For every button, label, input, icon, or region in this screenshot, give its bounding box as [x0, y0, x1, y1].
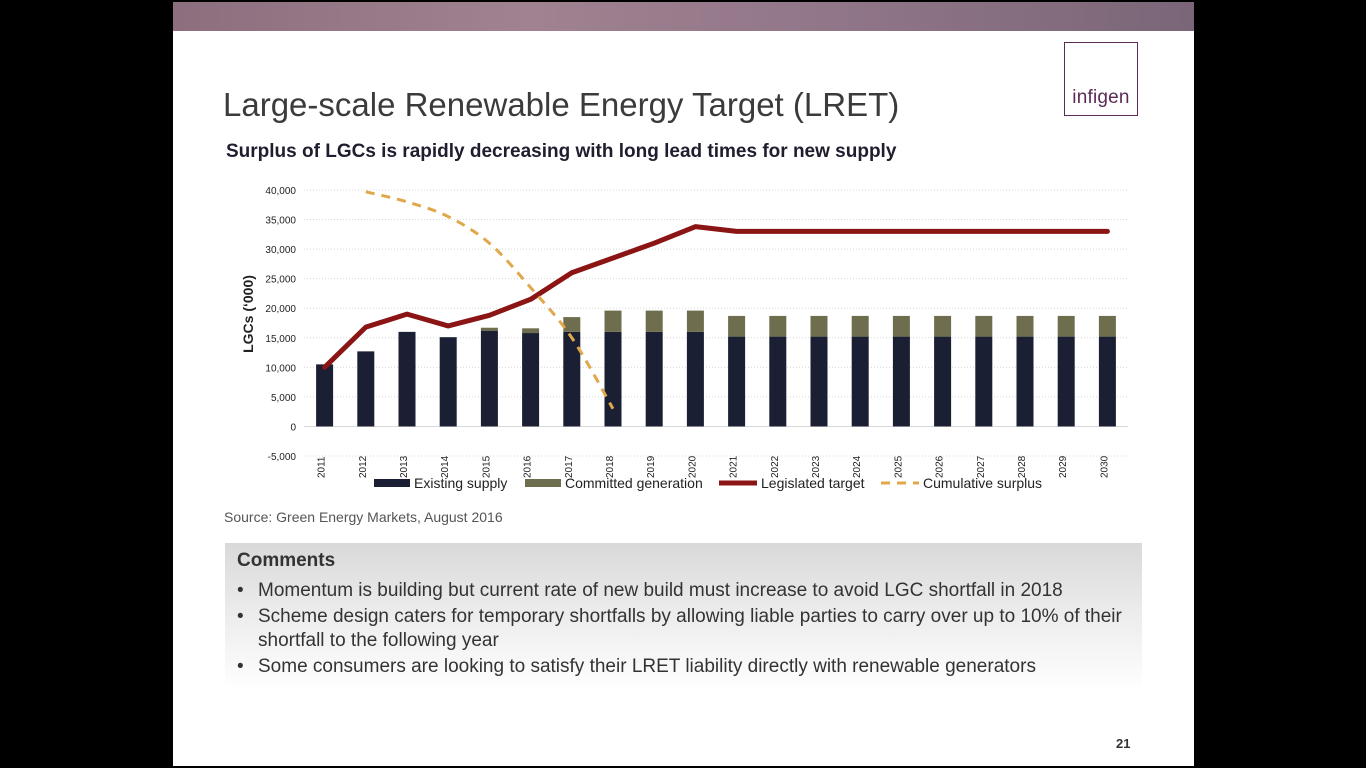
y-tick-label: 15,000	[265, 334, 296, 345]
y-tick-label: 5,000	[271, 393, 296, 404]
x-tick-label: 2025	[893, 455, 904, 478]
bar-existing-supply	[357, 351, 375, 427]
bar-existing-supply	[645, 331, 663, 427]
comment-bullet-3: Some consumers are looking to satisfy th…	[237, 655, 1137, 679]
bar-existing-supply	[975, 336, 993, 427]
bar-committed-generation	[686, 310, 704, 332]
x-tick-label: 2017	[564, 455, 575, 478]
bar-existing-supply	[851, 336, 869, 427]
bar-existing-supply	[892, 336, 910, 427]
x-tick-label: 2020	[687, 455, 698, 478]
slide: Large-scale Renewable Energy Target (LRE…	[173, 2, 1194, 766]
bar-committed-generation	[1016, 315, 1034, 337]
bar-committed-generation	[769, 315, 787, 337]
y-tick-label: 0	[290, 422, 296, 433]
y-tick-label: 10,000	[265, 363, 296, 374]
bar-committed-generation	[810, 315, 828, 337]
source-note: Source: Green Energy Markets, August 201…	[224, 509, 503, 525]
bar-existing-supply	[480, 330, 498, 427]
bar-existing-supply	[1098, 336, 1116, 427]
x-tick-label: 2023	[811, 455, 822, 478]
chart-axes: -5,000 0 5,000 10,000 15,000 20,000 25,000 30,0…	[265, 186, 1110, 478]
chart-lines	[322, 190, 1110, 410]
x-tick-label: 2027	[976, 455, 987, 478]
x-tick-label: 2013	[399, 455, 410, 478]
comment-bullet-1: Momentum is building but current rate of…	[237, 579, 1137, 603]
x-tick-label: 2029	[1058, 455, 1069, 478]
bar-existing-supply	[810, 336, 828, 427]
bar-committed-generation	[851, 315, 869, 337]
legend-committed-generation-swatch	[525, 479, 561, 487]
y-tick-label: 35,000	[265, 216, 296, 227]
bar-committed-generation	[1098, 315, 1116, 337]
x-tick-label: 2015	[481, 455, 492, 478]
bar-existing-supply	[316, 364, 334, 427]
page-title: Large-scale Renewable Energy Target (LRE…	[223, 86, 900, 123]
bar-existing-supply	[563, 331, 581, 427]
bar-committed-generation	[480, 327, 498, 331]
bar-existing-supply	[522, 333, 540, 427]
bar-existing-supply	[686, 331, 704, 427]
legend-existing-supply-swatch	[374, 479, 410, 487]
bar-existing-supply	[1016, 336, 1034, 427]
header-banner	[173, 2, 1194, 31]
bar-committed-generation	[934, 315, 952, 337]
bar-committed-generation	[604, 310, 622, 332]
bar-existing-supply	[769, 336, 787, 427]
x-tick-label: 2018	[605, 455, 616, 478]
x-tick-label: 2019	[646, 455, 657, 478]
bar-existing-supply	[1057, 336, 1075, 427]
comments-heading: Comments	[237, 550, 336, 571]
x-tick-label: 2024	[852, 455, 863, 478]
infigen-logo: infigen	[1064, 42, 1138, 116]
bar-committed-generation	[892, 315, 910, 337]
x-tick-label: 2026	[935, 455, 946, 478]
x-tick-label: 2022	[770, 455, 781, 478]
y-tick-label: 25,000	[265, 275, 296, 286]
bar-committed-generation	[645, 310, 663, 332]
bar-existing-supply	[728, 336, 746, 427]
chart-title: Surplus of LGCs is rapidly decreasing wi…	[226, 141, 897, 162]
y-tick-label: 30,000	[265, 245, 296, 256]
chart-bars	[316, 310, 1116, 427]
x-tick-label: 2011	[317, 456, 328, 478]
chart-legend: Existing supply Committed generation Legis…	[374, 475, 1042, 491]
bar-existing-supply	[439, 337, 457, 427]
x-tick-label: 2030	[1099, 455, 1110, 478]
bar-committed-generation	[563, 317, 581, 332]
bar-existing-supply	[398, 331, 416, 427]
x-tick-label: 2021	[729, 455, 740, 478]
y-tick-label: 40,000	[265, 186, 296, 197]
comment-bullet-2: Scheme design caters for temporary short…	[237, 605, 1137, 653]
y-axis-label: LGCs (‘000)	[240, 275, 256, 353]
page-number: 21	[1116, 736, 1131, 751]
y-tick-label: -5,000	[268, 452, 297, 463]
bar-committed-generation	[1057, 315, 1075, 337]
comments-panel: Comments Momentum is building but curren…	[225, 543, 1142, 691]
bar-committed-generation	[728, 315, 746, 337]
line-legislated-target	[322, 224, 1110, 370]
bar-existing-supply	[934, 336, 952, 427]
legend-committed-generation-label: Committed generation	[565, 475, 703, 491]
x-tick-label: 2012	[358, 455, 369, 478]
legend-existing-supply-label: Existing supply	[414, 475, 507, 491]
x-tick-label: 2016	[523, 455, 534, 478]
lgc-chart: -5,000 0 5,000 10,000 15,000 20,000 25,000 30,0…	[240, 186, 1128, 491]
y-tick-label: 20,000	[265, 304, 296, 315]
x-tick-label: 2014	[440, 455, 451, 478]
bar-existing-supply	[604, 331, 622, 427]
x-tick-label: 2028	[1017, 455, 1028, 478]
bar-committed-generation	[975, 315, 993, 337]
legend-cumulative-surplus-label: Cumulative surplus	[923, 475, 1042, 491]
legend-legislated-target-label: Legislated target	[761, 475, 865, 491]
logo-text: infigen	[1072, 87, 1130, 108]
bar-committed-generation	[522, 328, 540, 334]
